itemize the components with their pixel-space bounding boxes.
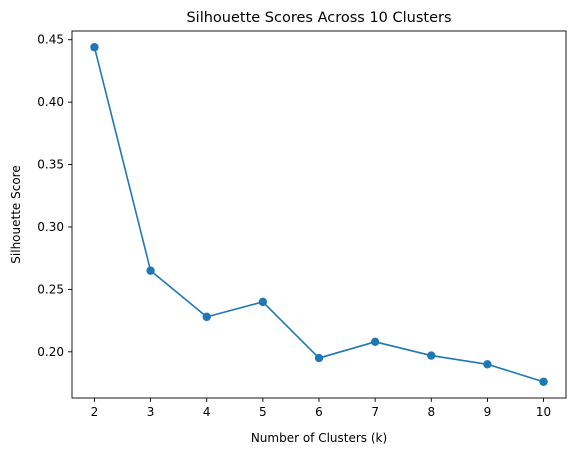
y-tick-label: 0.45 bbox=[37, 33, 64, 47]
chart-title: Silhouette Scores Across 10 Clusters bbox=[186, 10, 451, 26]
y-tick-label: 0.25 bbox=[37, 282, 64, 296]
x-tick-label: 4 bbox=[203, 405, 211, 419]
axes-frame bbox=[71, 30, 567, 399]
x-tick-label: 8 bbox=[427, 405, 435, 419]
data-point bbox=[202, 312, 211, 322]
series-line bbox=[93, 47, 544, 383]
x-tick-label: 6 bbox=[315, 405, 323, 419]
data-point bbox=[483, 360, 492, 369]
x-axis-label: Number of Clusters (k) bbox=[251, 431, 387, 445]
data-point bbox=[258, 297, 268, 307]
y-tick-label: 0.30 bbox=[37, 220, 64, 234]
x-tick-label: 7 bbox=[371, 405, 379, 419]
y-axis-label: Silhouette Score bbox=[9, 165, 23, 263]
x-tick-label: 9 bbox=[484, 405, 492, 419]
x-tick-label: 3 bbox=[147, 405, 155, 419]
data-point bbox=[90, 43, 99, 52]
data-point bbox=[314, 353, 324, 363]
plot-frame bbox=[71, 30, 567, 399]
y-tick-label: 0.20 bbox=[37, 345, 64, 359]
data-point bbox=[539, 377, 548, 386]
x-tick-label: 10 bbox=[536, 405, 551, 419]
series-layer bbox=[90, 43, 548, 386]
data-point bbox=[370, 337, 380, 347]
x-axis: 2 3 4 5 6 7 8 9 10 bbox=[91, 398, 551, 419]
x-tick-label: 2 bbox=[91, 405, 99, 419]
y-axis: 0.20 0.25 0.30 0.35 0.40 0.45 bbox=[37, 33, 72, 359]
y-tick-label: 0.40 bbox=[37, 95, 64, 109]
data-point bbox=[146, 266, 155, 275]
y-tick-label: 0.35 bbox=[37, 158, 64, 172]
data-point bbox=[427, 351, 436, 360]
x-tick-label: 5 bbox=[259, 405, 267, 419]
